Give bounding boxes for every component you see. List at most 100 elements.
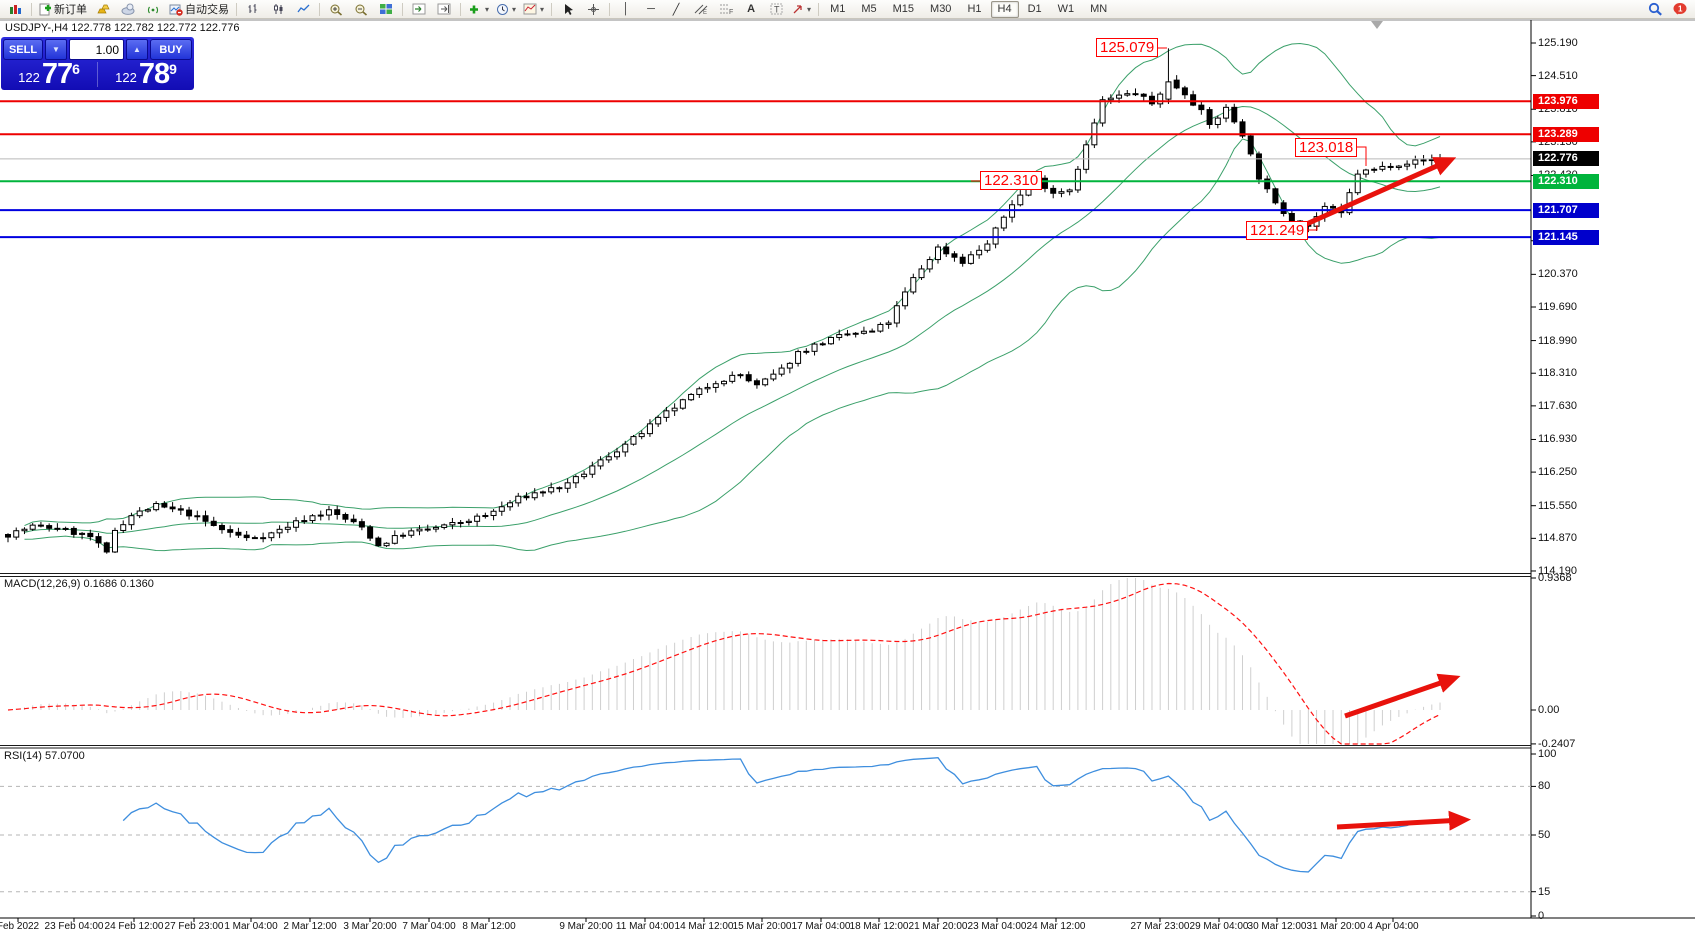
macd-axis-label: 0.00 <box>1538 704 1560 716</box>
candle-body-down <box>951 253 958 258</box>
price-tag: 123.976 <box>1533 93 1599 109</box>
candle-body-up <box>1000 216 1007 229</box>
timeframe-m1[interactable]: M1 <box>830 2 846 15</box>
candle-body-down <box>1181 87 1188 96</box>
zoom-in-icon[interactable] <box>324 0 348 18</box>
text-label-icon[interactable]: T <box>764 0 788 18</box>
gold-icon[interactable] <box>91 0 115 18</box>
candle-body-down <box>186 509 193 517</box>
horizontal-line-icon[interactable]: ─ <box>647 3 655 15</box>
chart-shift-icon[interactable] <box>432 0 456 18</box>
candle-body-up <box>869 330 876 333</box>
volume-up-button[interactable]: ▲ <box>126 39 148 60</box>
toolbar-separator <box>402 2 403 16</box>
candle-body-up <box>153 503 160 511</box>
timeframe-w1[interactable]: W1 <box>1057 2 1075 15</box>
signal-icon[interactable] <box>141 0 165 18</box>
candle-body-down <box>1387 165 1394 168</box>
candle-body-down <box>1041 177 1048 189</box>
candle-body-up <box>1371 168 1378 171</box>
candle-body-down <box>1206 109 1213 125</box>
candle-body-up <box>967 254 974 264</box>
candle-body-up <box>1099 99 1106 124</box>
price-axis-tick-label: 115.550 <box>1538 499 1577 512</box>
buy-price[interactable]: 122 78 9 <box>115 58 177 90</box>
timeframe-h4[interactable]: H4 <box>990 0 1019 18</box>
time-axis-label: 18 Mar 12:00 <box>849 921 909 932</box>
bar-chart-icon[interactable] <box>241 0 265 18</box>
timeframe-m30[interactable]: M30 <box>930 2 952 15</box>
notification-icon[interactable]: 1 <box>1668 0 1692 18</box>
zoom-out-icon[interactable] <box>349 0 373 18</box>
candle-body-up <box>737 374 744 377</box>
price-axis-tick-label: 116.930 <box>1538 433 1577 446</box>
candle-body-down <box>87 532 94 538</box>
price-annotation[interactable]: 122.310 <box>980 171 1043 190</box>
price-axis-tick-label: 118.990 <box>1538 334 1577 347</box>
search-icon[interactable] <box>1643 0 1667 18</box>
line-chart-icon[interactable] <box>291 0 315 18</box>
candle-body-up <box>721 380 728 385</box>
candle-body-down <box>1140 93 1147 97</box>
tile-windows-icon[interactable] <box>374 0 398 18</box>
volume-input[interactable] <box>69 39 124 60</box>
timeframe-h1[interactable]: H1 <box>967 2 982 15</box>
candle-body-up <box>457 521 464 524</box>
cursor-icon[interactable] <box>556 0 580 18</box>
candle-body-up <box>1412 159 1419 165</box>
auto-scroll-icon[interactable] <box>407 0 431 18</box>
sell-price[interactable]: 122 77 6 <box>18 58 80 90</box>
time-axis-label: 17 Mar 04:00 <box>791 921 851 932</box>
crosshair-icon[interactable] <box>581 0 605 18</box>
candle-body-up <box>762 378 769 386</box>
arrows-icon[interactable]: ▾ <box>789 0 814 18</box>
equidistant-channel-icon[interactable]: E <box>689 0 713 18</box>
timeframe-m15[interactable]: M15 <box>892 2 915 15</box>
price-annotation[interactable]: 123.018 <box>1295 138 1358 157</box>
chart-shift-marker <box>1371 21 1383 29</box>
new-order-button[interactable]: 新订单 <box>36 0 90 18</box>
indicators-icon[interactable]: ▾ <box>465 0 492 18</box>
candle-body-up <box>852 332 859 335</box>
candle-body-up <box>630 436 637 445</box>
candle-body-up <box>284 526 291 530</box>
bollinger-upper-band <box>24 42 1441 527</box>
text-icon[interactable]: A <box>747 3 756 15</box>
time-axis-label: 24 Mar 12:00 <box>1026 921 1086 932</box>
timeframe-m5[interactable]: M5 <box>861 2 877 15</box>
candle-body-up <box>877 323 884 332</box>
candle-body-up <box>1107 97 1114 101</box>
candle-body-down <box>745 374 752 382</box>
profile-icon[interactable] <box>116 0 140 18</box>
trendline-icon[interactable]: ╱ <box>672 3 680 16</box>
autotrade-button[interactable]: 自动交易 <box>166 0 232 18</box>
volume-down-button[interactable]: ▼ <box>45 39 67 60</box>
vertical-line-icon[interactable]: │ <box>622 3 630 15</box>
rsi-label: RSI(14) 57.0700 <box>4 750 85 762</box>
price-annotation[interactable]: 125.079 <box>1096 38 1159 57</box>
candlestick-chart-icon[interactable] <box>266 0 290 18</box>
candle-body-up <box>902 291 909 307</box>
candle-body-down <box>46 525 53 529</box>
candle-body-up <box>79 532 86 535</box>
periods-icon[interactable]: ▾ <box>493 0 519 18</box>
candle-body-up <box>844 333 851 336</box>
candle-body-up <box>260 537 267 540</box>
candle-body-up <box>671 407 678 412</box>
rsi-axis-label: 80 <box>1538 780 1551 793</box>
candle-body-up <box>984 243 991 251</box>
price-annotation[interactable]: 121.249 <box>1246 221 1309 240</box>
fibonacci-icon[interactable]: F <box>714 0 738 18</box>
candle-body-down <box>202 515 209 522</box>
templates-icon[interactable]: ▾ <box>520 0 547 18</box>
candle-body-up <box>111 529 118 553</box>
candle-body-up <box>408 530 415 536</box>
sell-button[interactable]: SELL <box>3 39 43 60</box>
timeframe-d1[interactable]: D1 <box>1027 2 1042 15</box>
candle-body-down <box>1255 153 1262 180</box>
rsi-axis-label: 0 <box>1538 910 1545 922</box>
timeframe-mn[interactable]: MN <box>1090 2 1108 15</box>
time-axis-label: 7 Mar 04:00 <box>402 921 456 932</box>
buy-button[interactable]: BUY <box>150 39 192 60</box>
